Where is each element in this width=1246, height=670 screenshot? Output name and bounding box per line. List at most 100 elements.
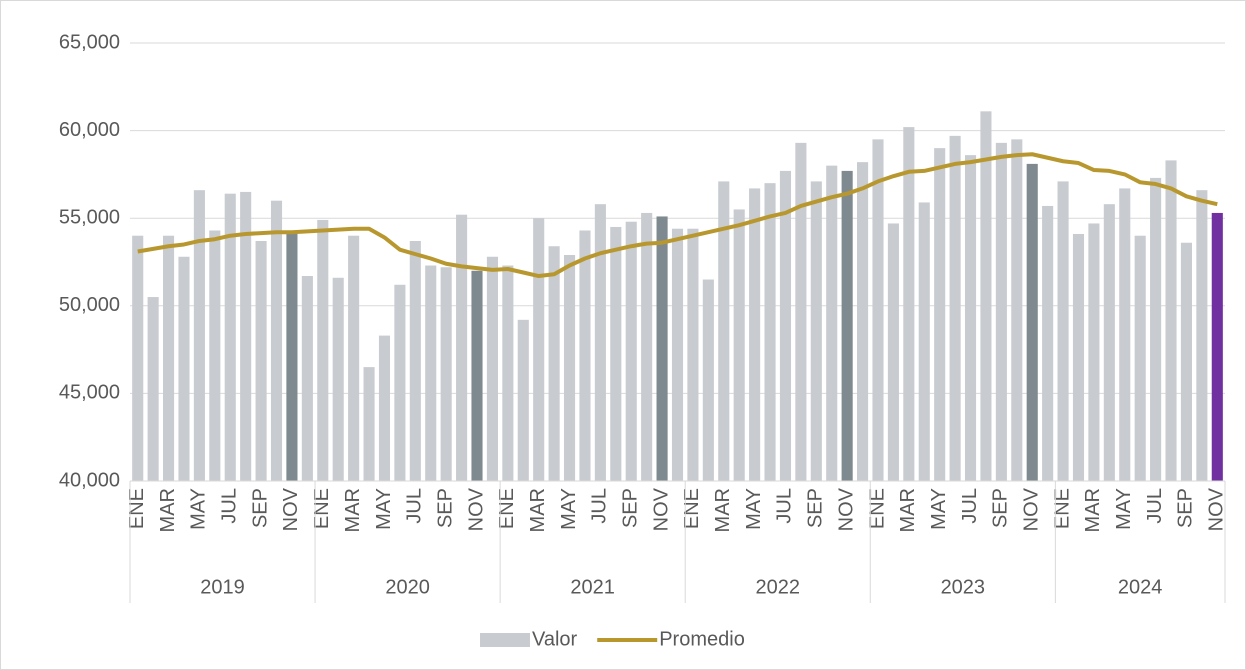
bar: [1057, 181, 1069, 481]
bar: [132, 235, 144, 481]
year-label: 2023: [941, 576, 986, 598]
x-tick-label: NOV: [465, 487, 487, 531]
bar: [425, 265, 437, 481]
x-tick-label: ENE: [496, 488, 518, 529]
bar: [440, 267, 452, 481]
bar: [409, 240, 421, 481]
bar: [163, 235, 175, 481]
bar: [918, 202, 930, 481]
x-tick-label: NOV: [835, 487, 857, 531]
legend-label: Promedio: [659, 628, 745, 650]
bar: [317, 219, 329, 481]
bar: [1150, 177, 1162, 482]
x-tick-label: SEP: [434, 488, 456, 528]
bar: [1088, 223, 1100, 481]
x-tick-label: MAY: [1113, 488, 1135, 530]
bar: [625, 221, 637, 482]
legend-swatch: [480, 633, 530, 647]
x-tick-label: MAY: [373, 488, 395, 530]
x-tick-label: JUL: [1144, 488, 1166, 524]
x-tick-label: MAR: [897, 488, 919, 532]
x-tick-label: JUL: [774, 488, 796, 524]
bar: [332, 277, 344, 481]
x-tick-label: MAY: [188, 488, 210, 530]
bar: [1026, 163, 1038, 481]
bar: [471, 270, 483, 481]
y-tick-label: 65,000: [59, 31, 120, 53]
bar: [1119, 188, 1131, 481]
year-label: 2024: [1118, 576, 1163, 598]
bar: [378, 335, 391, 481]
bar: [687, 228, 699, 481]
x-tick-label: JUL: [959, 488, 981, 524]
bar: [995, 142, 1007, 481]
bar: [702, 279, 714, 481]
bar: [224, 193, 236, 481]
x-tick-label: SEP: [805, 488, 827, 528]
bar: [1134, 235, 1146, 481]
y-tick-label: 50,000: [59, 294, 120, 316]
bar: [718, 181, 730, 481]
bar: [903, 127, 915, 481]
x-tick-label: MAY: [743, 488, 765, 530]
bar: [671, 228, 684, 481]
bar: [209, 230, 221, 481]
bar: [517, 319, 529, 481]
bar: [749, 188, 761, 481]
bar: [872, 139, 884, 482]
y-tick-label: 55,000: [59, 206, 120, 228]
bar: [964, 155, 977, 482]
bar: [810, 181, 822, 481]
bar: [178, 256, 190, 481]
bar: [502, 265, 514, 481]
bar: [1042, 205, 1054, 481]
x-tick-label: JUL: [219, 488, 241, 524]
bar: [826, 165, 838, 481]
legend-label: Valor: [532, 628, 578, 650]
year-label: 2021: [570, 576, 615, 598]
bar: [563, 254, 576, 481]
bar: [1165, 160, 1177, 481]
bar: [363, 367, 375, 481]
bar: [1072, 233, 1085, 481]
bar: [270, 200, 283, 481]
x-tick-label: SEP: [1175, 488, 1197, 528]
x-tick-label: MAR: [157, 488, 179, 532]
x-tick-label: NOV: [1020, 487, 1042, 531]
x-tick-label: ENE: [866, 488, 888, 529]
bar: [1211, 212, 1223, 481]
line: [137, 152, 1218, 279]
x-tick-label: ENE: [311, 488, 333, 529]
bar: [656, 216, 668, 481]
bar: [240, 191, 252, 482]
y-tick-label: 60,000: [59, 119, 120, 141]
x-tick-label: MAY: [558, 488, 580, 530]
y-tick-label: 40,000: [59, 469, 120, 491]
bar: [533, 218, 545, 481]
bar: [733, 209, 745, 481]
bar: [486, 256, 498, 481]
x-tick-label: MAR: [1082, 488, 1104, 532]
bar: [949, 135, 961, 481]
x-tick-label: MAR: [527, 488, 549, 532]
bar: [980, 111, 992, 481]
bar: [764, 183, 776, 481]
year-label: 2020: [385, 576, 430, 598]
bar: [795, 142, 807, 481]
bar: [255, 240, 267, 481]
x-tick-label: ENE: [681, 488, 703, 529]
bar: [857, 162, 869, 482]
y-tick-label: 45,000: [59, 382, 120, 404]
bar: [1011, 139, 1023, 482]
x-tick-label: MAR: [342, 488, 364, 532]
bar: [301, 276, 313, 481]
bar: [456, 214, 468, 482]
bar: [641, 212, 653, 481]
bar: [147, 297, 159, 481]
bar: [610, 226, 622, 481]
x-tick-label: SEP: [990, 488, 1012, 528]
x-tick-label: JUL: [589, 488, 611, 524]
x-tick-label: JUL: [404, 488, 426, 524]
